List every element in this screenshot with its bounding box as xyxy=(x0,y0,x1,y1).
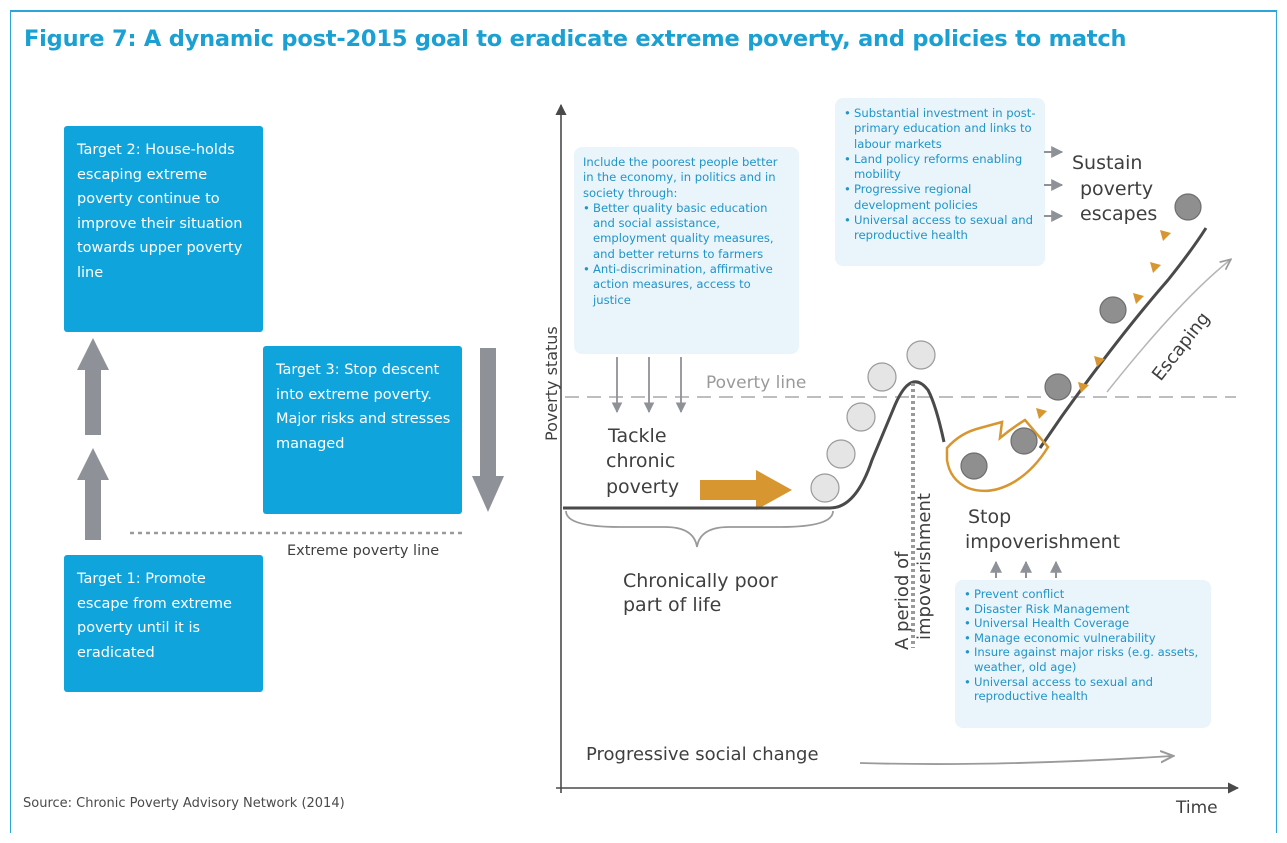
sustain-escapes-box: Substantial investment in post-primary e… xyxy=(835,98,1045,266)
poverty-trajectory xyxy=(563,380,946,510)
include-box-arrows xyxy=(611,357,687,414)
tackle-label-3: poverty xyxy=(606,476,680,498)
tackle-arrow xyxy=(700,470,792,510)
orange-triangles xyxy=(1036,230,1171,419)
poverty-status-axis-label: Poverty status xyxy=(542,326,561,441)
stop-label-1: Stop xyxy=(968,506,1012,528)
include-poorest-box: Include the poorest people better in the… xyxy=(574,147,799,354)
sustain-escapes-item: Progressive regional development policie… xyxy=(844,182,1037,213)
sustain-label-2: poverty xyxy=(1080,178,1154,200)
up-arrow-target-1 xyxy=(77,448,109,540)
period-label-1: A period of xyxy=(892,551,913,650)
sustain-label-3: escapes xyxy=(1080,203,1158,225)
tackle-label-1: Tackle xyxy=(608,425,667,447)
target-3-text: Target 3: Stop descent into extreme pove… xyxy=(276,362,451,452)
sustain-label-1: Sustain xyxy=(1072,152,1143,174)
stop-impoverishment-item: Manage economic vulnerability xyxy=(964,631,1203,646)
target-1-text: Target 1: Promote escape from extreme po… xyxy=(77,571,232,661)
escaping-arrow xyxy=(1106,260,1230,393)
down-arrow-target-3 xyxy=(472,348,504,512)
social-change-arrow xyxy=(859,756,1172,765)
time-axis-label: Time xyxy=(1176,798,1218,818)
sustain-escapes-item: Land policy reforms enabling mobility xyxy=(844,152,1037,183)
stop-label-2: impoverishment xyxy=(965,531,1121,553)
stop-impoverishment-item: Insure against major risks (e.g. assets,… xyxy=(964,645,1203,674)
chronic-label-2: part of life xyxy=(623,594,722,616)
rising-circles xyxy=(810,340,936,503)
chronic-label-1: Chronically poor xyxy=(623,570,778,592)
figure-title: Figure 7: A dynamic post-2015 goal to er… xyxy=(24,26,1127,52)
include-poorest-item: Anti-discrimination, affirmative action … xyxy=(583,262,791,308)
stop-impoverishment-item: Prevent conflict xyxy=(964,587,1203,602)
sustain-box-arrows xyxy=(1044,146,1064,222)
target-1-box: Target 1: Promote escape from extreme po… xyxy=(64,555,263,692)
stop-impoverishment-item: Universal Health Coverage xyxy=(964,616,1203,631)
tackle-label-2: chronic xyxy=(606,450,676,472)
chronic-brace xyxy=(565,510,834,548)
target-3-box: Target 3: Stop descent into extreme pove… xyxy=(263,346,462,514)
target-2-box: Target 2: House-holds escaping extreme p… xyxy=(64,126,263,332)
include-poorest-intro: Include the poorest people better in the… xyxy=(583,155,778,200)
social-change-label: Progressive social change xyxy=(586,744,819,765)
period-label-2: impoverishment xyxy=(914,493,935,640)
up-arrow-target-2 xyxy=(77,338,109,435)
source-note: Source: Chronic Poverty Advisory Network… xyxy=(23,796,345,811)
include-poorest-item: Better quality basic education and socia… xyxy=(583,201,791,262)
target-2-text: Target 2: House-holds escaping extreme p… xyxy=(77,142,243,281)
figure-frame xyxy=(10,10,1277,833)
stop-impoverishment-item: Universal access to sexual and reproduct… xyxy=(964,675,1203,704)
sustain-escapes-item: Universal access to sexual and reproduct… xyxy=(844,213,1037,244)
stop-box-arrows xyxy=(990,560,1062,578)
sustain-escapes-item: Substantial investment in post-primary e… xyxy=(844,106,1037,152)
stop-impoverishment-item: Disaster Risk Management xyxy=(964,602,1203,617)
safety-net xyxy=(945,418,1050,493)
poverty-line-label: Poverty line xyxy=(706,373,807,393)
extreme-poverty-line-label: Extreme poverty line xyxy=(287,543,440,559)
escaping-circles xyxy=(960,193,1202,480)
stop-impoverishment-box: Prevent conflict Disaster Risk Managemen… xyxy=(955,580,1211,728)
